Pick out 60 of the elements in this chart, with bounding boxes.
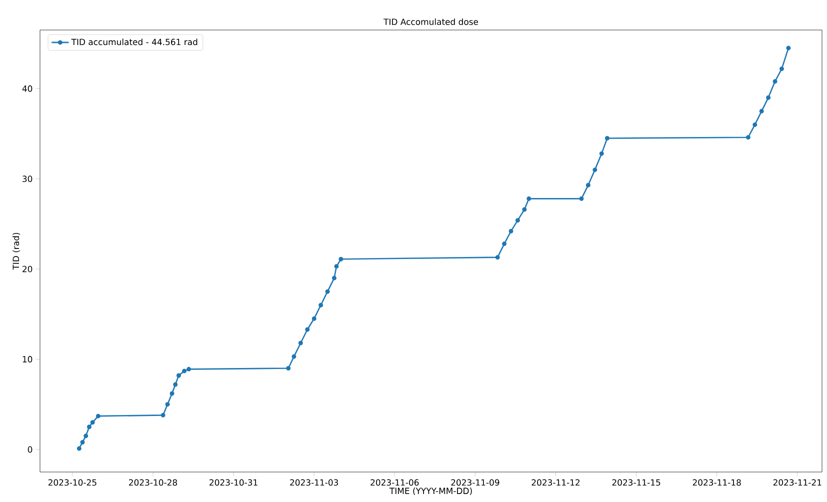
y-tick-label: 30: [22, 176, 32, 182]
point: [286, 366, 291, 371]
y-tick-label: 20: [22, 266, 32, 272]
point: [332, 276, 336, 280]
point: [508, 228, 514, 234]
point: [338, 256, 344, 262]
point: [526, 196, 532, 201]
point: [173, 382, 178, 387]
point: [298, 340, 303, 346]
x-axis-title: TIME (YYYY-MM-DD): [389, 488, 472, 496]
point: [752, 122, 758, 127]
point: [599, 151, 604, 156]
point: [325, 289, 330, 294]
y-tick-label: 10: [22, 356, 32, 362]
x-tick-label: 2023-11-12: [532, 479, 580, 486]
point: [334, 264, 339, 269]
point: [305, 327, 310, 332]
y-tick-label: 40: [22, 85, 32, 92]
x-tick-label: 2023-11-09: [451, 479, 500, 486]
point: [84, 434, 88, 438]
point: [165, 402, 170, 407]
x-tick-label: 2023-11-15: [612, 479, 660, 486]
point: [170, 391, 174, 396]
point: [772, 79, 778, 84]
x-tick-label: 2023-11-21: [773, 479, 822, 486]
point: [592, 168, 598, 172]
x-tick-label: 2023-11-06: [370, 479, 419, 486]
point: [586, 182, 590, 188]
point: [495, 255, 500, 260]
x-tick-label: 2023-10-31: [210, 479, 258, 486]
point: [160, 412, 166, 418]
y-tick-label: 0: [28, 446, 32, 453]
point: [176, 373, 181, 378]
x-tick-label: 2023-11-18: [692, 479, 741, 486]
y-axis-title: TID (rad): [12, 232, 20, 270]
point: [515, 218, 520, 223]
point: [90, 420, 95, 425]
point: [604, 136, 610, 140]
point: [779, 66, 784, 72]
point: [502, 242, 507, 246]
chart-title: TID Accomulated dose: [384, 18, 478, 26]
point: [318, 302, 324, 308]
legend-label: TID accumulated - 44.561 rad: [71, 38, 198, 46]
point: [76, 446, 82, 451]
point: [786, 46, 791, 50]
point: [182, 368, 187, 374]
point: [80, 440, 85, 444]
point: [759, 108, 764, 114]
point: [579, 196, 584, 201]
point: [746, 135, 750, 140]
point: [292, 354, 296, 359]
point: [522, 207, 527, 212]
x-tick-label: 2023-10-25: [48, 479, 96, 486]
x-tick-label: 2023-10-28: [129, 479, 178, 486]
x-tick-label: 2023-11-03: [290, 479, 338, 486]
point: [766, 95, 771, 100]
point: [186, 366, 192, 372]
point: [96, 414, 100, 418]
point: [312, 316, 316, 321]
point: [86, 424, 92, 430]
